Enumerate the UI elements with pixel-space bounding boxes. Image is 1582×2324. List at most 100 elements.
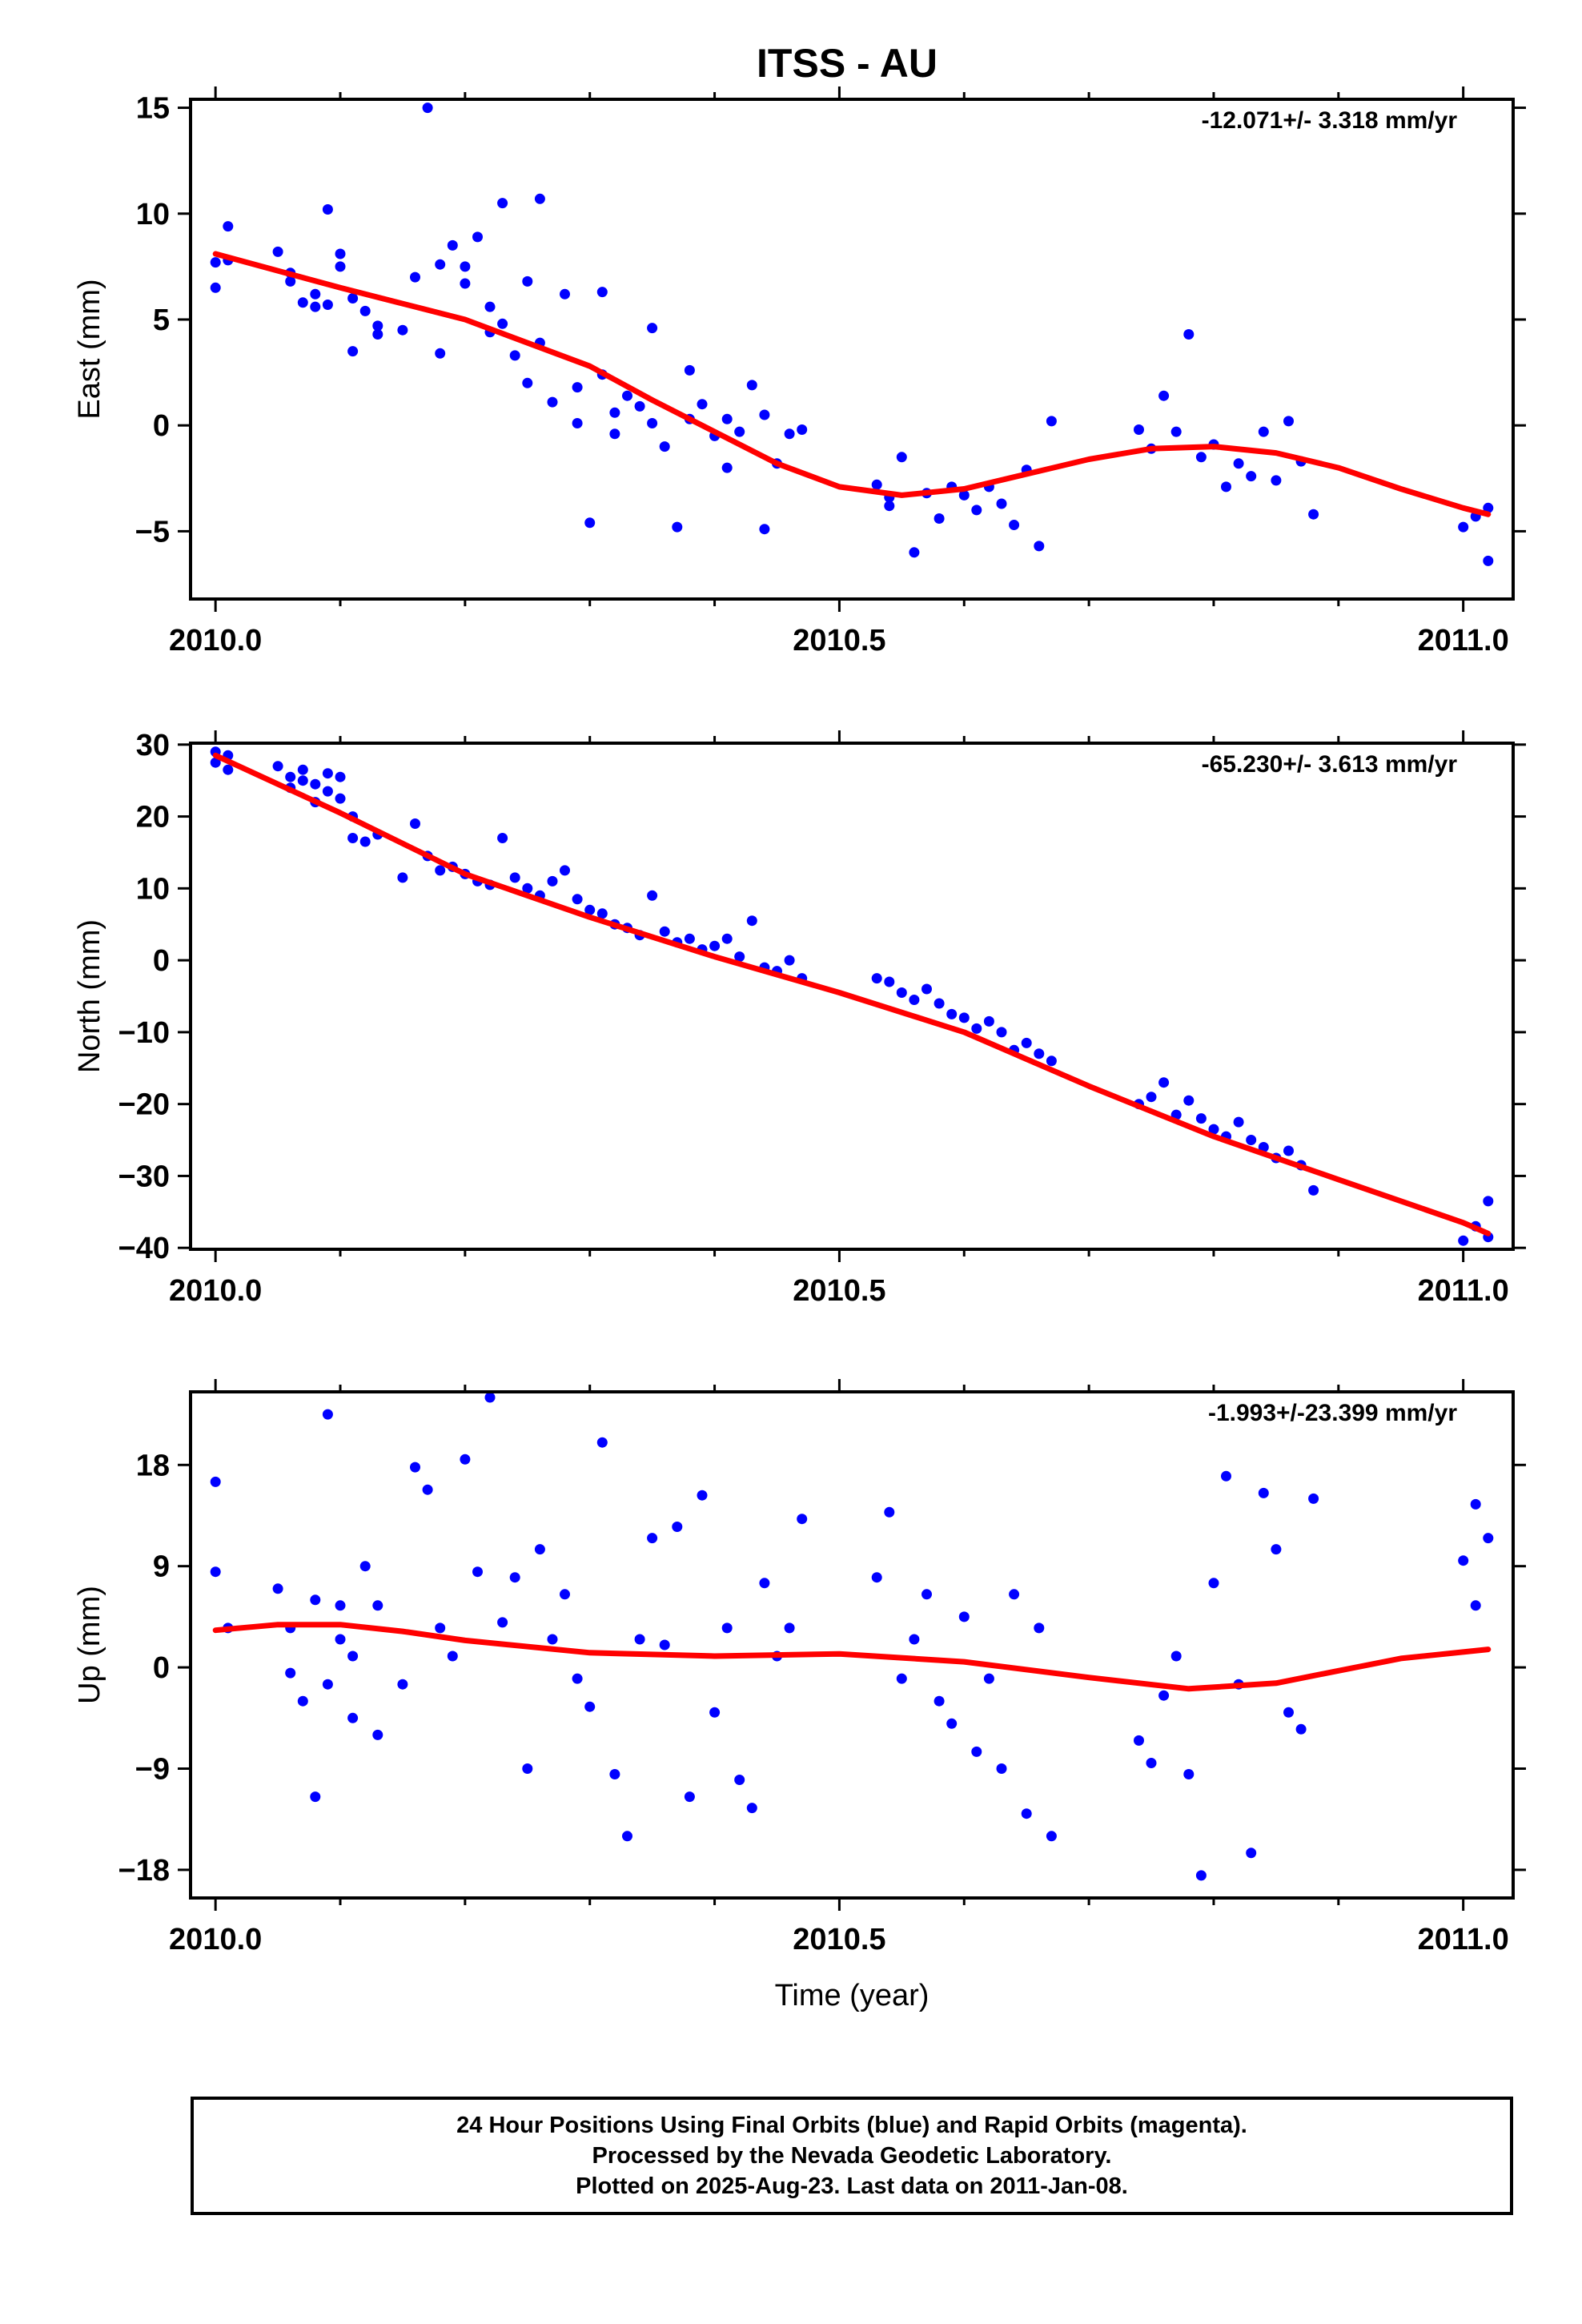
data-point [647, 1533, 658, 1544]
data-point [1233, 1116, 1244, 1128]
data-point [1308, 1493, 1319, 1504]
data-point [709, 1707, 721, 1718]
y-axis-label: Up (mm) [73, 1586, 106, 1704]
data-point [410, 818, 420, 829]
data-point [884, 1506, 895, 1518]
data-point [1458, 1235, 1469, 1246]
data-point [560, 1589, 570, 1600]
data-point [272, 1583, 283, 1594]
data-point [534, 1544, 545, 1555]
data-point [297, 297, 308, 308]
data-point [310, 301, 321, 312]
data-point [759, 1578, 770, 1589]
y-axis-label: East (mm) [73, 279, 106, 419]
data-point [609, 407, 620, 418]
data-point [447, 239, 458, 251]
y-tick-label: 18 [136, 1449, 170, 1482]
data-point [921, 1589, 932, 1600]
data-points [210, 746, 1494, 1246]
y-tick-label: 0 [153, 944, 170, 978]
y-tick-label: −40 [118, 1232, 170, 1265]
data-point [896, 1673, 907, 1684]
velocity-annotation: -1.993+/-23.399 mm/yr [1208, 1400, 1457, 1426]
data-point [996, 1763, 1007, 1774]
data-point [634, 400, 645, 412]
data-point [1308, 509, 1319, 520]
fit-curve [212, 752, 1492, 1236]
velocity-annotation: -12.071+/- 3.318 mm/yr [1202, 107, 1458, 134]
x-tick-label: 2010.5 [793, 1923, 885, 1956]
data-point [484, 301, 496, 312]
data-point [983, 1673, 994, 1684]
data-point [210, 282, 221, 293]
data-point [1258, 426, 1269, 437]
data-point [647, 323, 658, 334]
data-points [210, 103, 1494, 566]
x-tick-label: 2010.5 [793, 1274, 885, 1308]
data-point [322, 1679, 333, 1690]
data-point [210, 1476, 221, 1487]
data-point [584, 517, 596, 529]
y-tick-label: −20 [118, 1088, 170, 1122]
velocity-annotation: -65.230+/- 3.613 mm/yr [1202, 751, 1458, 778]
data-point [721, 462, 733, 473]
data-point [1170, 1651, 1182, 1662]
data-point [397, 872, 408, 883]
panel-2: 2010.0 2010.5 2011.0 −40 −30 −20 −10 0 10 20 30 Nor… [73, 729, 1526, 1308]
data-point [210, 257, 221, 268]
data-point [709, 940, 721, 951]
y-axis-label: North (mm) [73, 919, 106, 1073]
caption-line-2: Processed by the Nevada Geodetic Laborat… [592, 2143, 1112, 2169]
data-point [958, 489, 970, 501]
data-point [1034, 541, 1045, 552]
data-point [746, 380, 757, 391]
data-point [996, 498, 1007, 509]
x-tick-label: 2010.5 [793, 624, 885, 657]
data-point [596, 908, 608, 919]
data-point [596, 1437, 608, 1448]
data-point [310, 1594, 321, 1606]
data-point [460, 261, 471, 272]
data-point [347, 1651, 359, 1662]
data-point [322, 768, 333, 779]
plot-frame [189, 742, 1515, 1251]
data-point [572, 382, 583, 393]
data-point [322, 300, 333, 310]
data-point [522, 377, 533, 388]
data-point [509, 350, 520, 361]
caption-line-1: 24 Hour Positions Using Final Orbits (bl… [456, 2113, 1247, 2138]
data-point [359, 836, 371, 847]
data-point [896, 987, 907, 998]
data-point [746, 1803, 757, 1814]
data-point [210, 757, 221, 768]
data-point [435, 348, 446, 359]
data-point [335, 1634, 346, 1645]
data-point [335, 1600, 346, 1611]
data-point [1046, 416, 1057, 427]
data-point [721, 413, 733, 424]
data-point [1458, 521, 1469, 533]
data-point [484, 1392, 496, 1403]
data-point [285, 771, 296, 782]
data-point [572, 1673, 583, 1684]
data-point [609, 428, 620, 440]
data-point [884, 501, 895, 512]
data-point [435, 259, 446, 270]
data-point [871, 479, 882, 490]
fit-curve [212, 1622, 1492, 1692]
data-point [335, 793, 346, 804]
data-point [672, 521, 683, 533]
y-tick-label: −9 [135, 1752, 170, 1786]
x-tick-label: 2011.0 [1418, 1923, 1509, 1956]
data-point [1158, 1077, 1170, 1088]
data-point [310, 778, 321, 790]
data-point [647, 418, 658, 428]
data-point [359, 305, 371, 316]
y-tick-label: −5 [135, 515, 170, 549]
data-point [1483, 1196, 1494, 1207]
data-point [1221, 481, 1231, 493]
data-point [460, 278, 471, 289]
data-point [285, 275, 296, 287]
data-point [272, 761, 283, 772]
